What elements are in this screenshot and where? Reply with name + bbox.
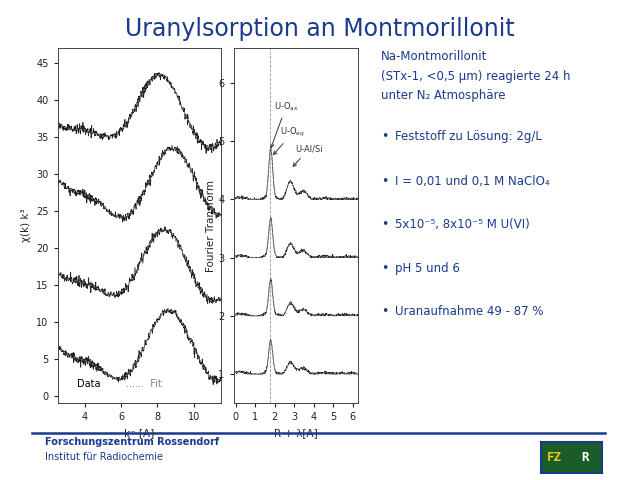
X-axis label: k⁻ [A]: k⁻ [A] (124, 428, 154, 438)
Text: •: • (381, 130, 388, 143)
Text: •: • (381, 305, 388, 318)
Text: Forschungszentrum Rossendorf: Forschungszentrum Rossendorf (45, 437, 219, 447)
Text: unter N₂ Atmosphäre: unter N₂ Atmosphäre (381, 89, 506, 102)
Text: Uranaufnahme 49 - 87 %: Uranaufnahme 49 - 87 % (395, 305, 543, 318)
Text: Feststoff zu Lösung: 2g/L: Feststoff zu Lösung: 2g/L (395, 130, 541, 143)
Text: (STx-1, <0,5 μm) reagierte 24 h: (STx-1, <0,5 μm) reagierte 24 h (381, 70, 570, 83)
Text: Data: Data (77, 379, 100, 389)
Text: U-O$_{eq}$: U-O$_{eq}$ (273, 126, 305, 155)
Text: R: R (581, 451, 588, 464)
Text: ......  Fit: ...... Fit (126, 379, 162, 389)
Text: •: • (381, 262, 388, 275)
Text: pH 5 und 6: pH 5 und 6 (395, 262, 460, 275)
Y-axis label: χ(k) k³: χ(k) k³ (20, 209, 31, 242)
Text: U-Al/Si: U-Al/Si (293, 144, 323, 166)
Text: Uranylsorption an Montmorillonit: Uranylsorption an Montmorillonit (125, 17, 515, 41)
Text: I = 0,01 und 0,1 M NaClO₄: I = 0,01 und 0,1 M NaClO₄ (395, 175, 550, 188)
Text: •: • (381, 218, 388, 231)
Text: •: • (381, 175, 388, 188)
Y-axis label: Fourier Transform: Fourier Transform (205, 180, 216, 272)
Text: Institut für Radiochemie: Institut für Radiochemie (45, 452, 163, 462)
Text: 5x10⁻⁵, 8x10⁻⁵ M U(VI): 5x10⁻⁵, 8x10⁻⁵ M U(VI) (395, 218, 530, 231)
Text: U-O$_{ax}$: U-O$_{ax}$ (271, 100, 298, 147)
Text: FZ: FZ (547, 451, 562, 464)
Text: Na-Montmorillonit: Na-Montmorillonit (381, 50, 487, 63)
X-axis label: R + λ[A]: R + λ[A] (274, 428, 318, 438)
